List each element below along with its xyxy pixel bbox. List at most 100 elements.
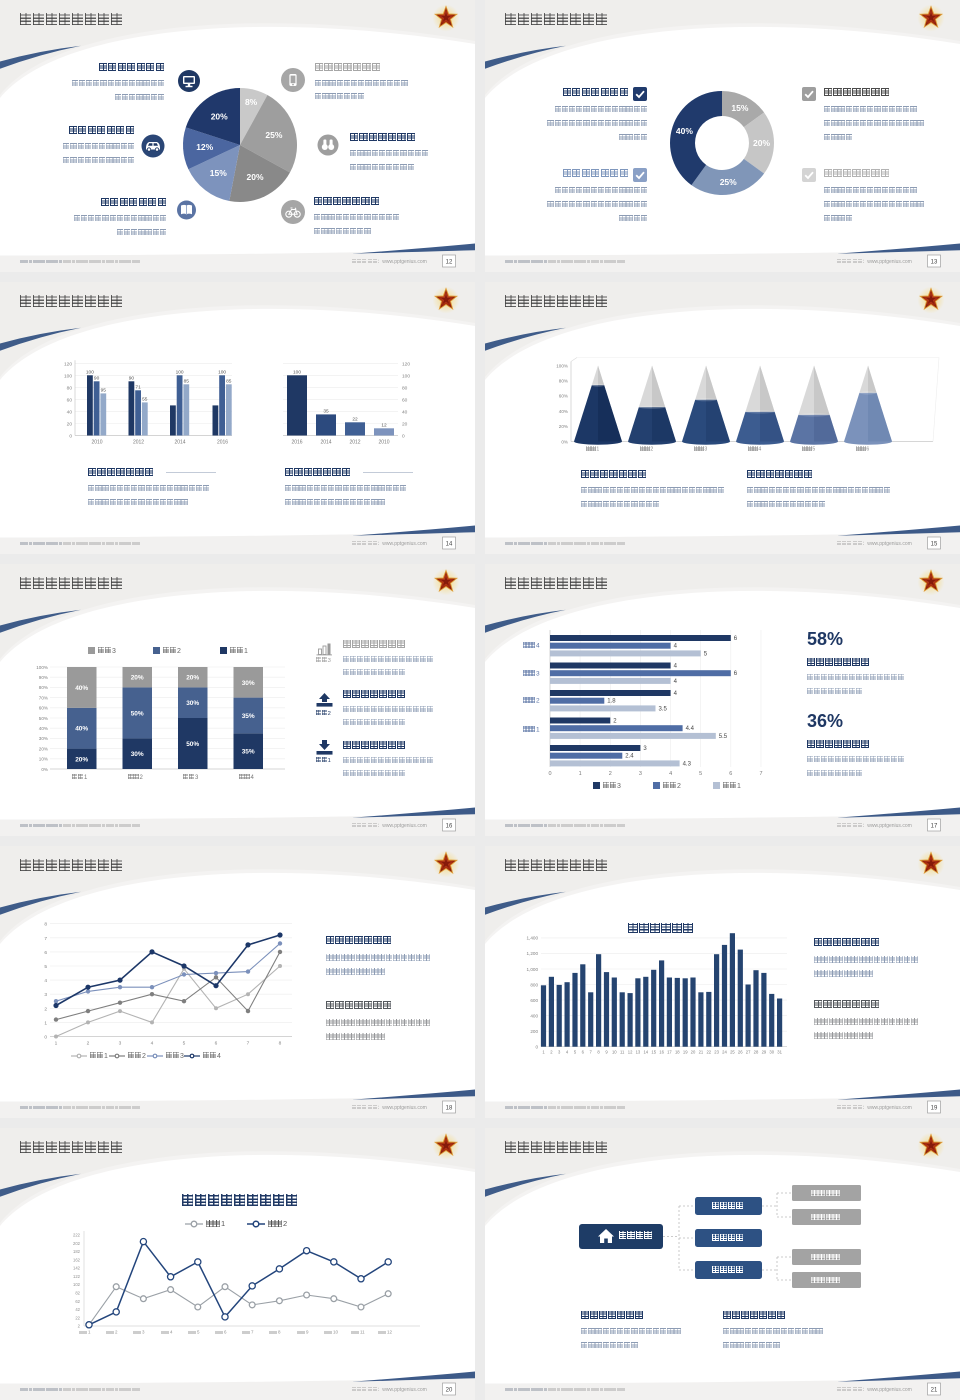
svg-text:20%: 20% [39, 746, 48, 751]
svg-text:1: 1 [44, 1020, 47, 1026]
svg-text:1: 1 [542, 1050, 545, 1055]
svg-text:100: 100 [64, 373, 72, 379]
svg-text:2012: 2012 [133, 440, 144, 446]
svg-text:30%: 30% [186, 700, 199, 707]
svg-text:100: 100 [86, 369, 94, 375]
svg-text:15%: 15% [731, 103, 748, 113]
svg-text:19: 19 [683, 1050, 688, 1055]
svg-text:90: 90 [94, 375, 100, 381]
svg-text:90%: 90% [39, 675, 48, 680]
svg-text:2: 2 [550, 1050, 553, 1055]
svg-text:4.4: 4.4 [686, 726, 695, 732]
svg-text:30%: 30% [131, 751, 144, 758]
svg-text:7: 7 [247, 1041, 250, 1047]
svg-text:100: 100 [176, 369, 184, 375]
svg-text:17: 17 [931, 824, 938, 830]
svg-text:100: 100 [402, 373, 410, 379]
svg-text:0: 0 [402, 434, 405, 440]
svg-text:71: 71 [135, 384, 141, 390]
svg-text:0: 0 [548, 771, 551, 777]
svg-text:4: 4 [674, 644, 678, 650]
svg-text:18: 18 [675, 1050, 680, 1055]
svg-text:40%: 40% [39, 726, 48, 731]
svg-text:16: 16 [446, 824, 453, 830]
svg-text:22: 22 [75, 1315, 80, 1320]
svg-text:102: 102 [73, 1282, 81, 1287]
svg-text:1,400: 1,400 [527, 936, 539, 941]
svg-text:50%: 50% [131, 710, 144, 717]
svg-text:222: 222 [73, 1233, 81, 1238]
svg-text:2012: 2012 [349, 440, 360, 446]
svg-text:22: 22 [706, 1050, 711, 1055]
svg-text:5.5: 5.5 [719, 734, 728, 740]
svg-text:5: 5 [699, 771, 702, 777]
svg-text:100%: 100% [556, 363, 568, 368]
svg-text:2: 2 [78, 1324, 81, 1329]
svg-text:12: 12 [628, 1050, 633, 1055]
svg-text:4: 4 [669, 771, 672, 777]
svg-text:82: 82 [75, 1291, 80, 1296]
svg-text:4.3: 4.3 [683, 761, 692, 767]
svg-text:7: 7 [590, 1050, 593, 1055]
svg-text:4: 4 [151, 1041, 154, 1047]
svg-text:40%: 40% [676, 126, 693, 136]
svg-text:40: 40 [402, 409, 408, 415]
svg-text:40%: 40% [75, 726, 88, 733]
svg-text:6: 6 [215, 1041, 218, 1047]
svg-text:80: 80 [402, 385, 408, 391]
svg-text:120: 120 [402, 361, 410, 367]
svg-text:18: 18 [446, 1106, 453, 1112]
svg-text:80: 80 [67, 385, 73, 391]
svg-text:20: 20 [402, 422, 408, 428]
svg-text:20%: 20% [559, 424, 568, 429]
svg-text:15%: 15% [210, 168, 227, 178]
svg-text:17: 17 [667, 1050, 672, 1055]
svg-text:1: 1 [55, 1041, 58, 1047]
svg-text:30%: 30% [242, 680, 255, 687]
svg-text:0: 0 [44, 1035, 47, 1041]
svg-text:15: 15 [651, 1050, 656, 1055]
svg-text:5: 5 [574, 1050, 577, 1055]
svg-text:22: 22 [352, 416, 358, 422]
svg-text:19: 19 [931, 1106, 938, 1112]
svg-text:12%: 12% [196, 142, 213, 152]
svg-text:31: 31 [777, 1050, 782, 1055]
svg-text:50%: 50% [186, 741, 199, 748]
svg-text:6: 6 [44, 950, 47, 956]
svg-text:40%: 40% [75, 685, 88, 692]
svg-text:600: 600 [530, 998, 538, 1003]
svg-text:27: 27 [746, 1050, 751, 1055]
svg-text:55: 55 [142, 396, 148, 402]
svg-text:4: 4 [566, 1050, 569, 1055]
svg-text:6: 6 [582, 1050, 585, 1055]
svg-text:2016: 2016 [217, 440, 228, 446]
svg-text:3.5: 3.5 [659, 706, 668, 712]
svg-text:100: 100 [293, 369, 301, 375]
svg-text:40: 40 [67, 409, 73, 415]
svg-text:23: 23 [714, 1050, 719, 1055]
svg-text:10: 10 [612, 1050, 617, 1055]
svg-text:13: 13 [931, 260, 938, 266]
svg-text:16: 16 [659, 1050, 664, 1055]
svg-text:62: 62 [75, 1299, 80, 1304]
svg-text:80%: 80% [39, 685, 48, 690]
svg-text:20: 20 [67, 422, 73, 428]
svg-text:1.8: 1.8 [607, 699, 616, 705]
svg-text:100: 100 [218, 369, 226, 375]
svg-text:122: 122 [73, 1274, 81, 1279]
svg-text:42: 42 [75, 1307, 80, 1312]
svg-text:14: 14 [446, 542, 453, 548]
svg-text:14: 14 [643, 1050, 648, 1055]
svg-text:5: 5 [704, 651, 708, 657]
svg-text:1,000: 1,000 [527, 967, 539, 972]
svg-text:8: 8 [279, 1041, 282, 1047]
svg-text:2014: 2014 [174, 440, 185, 446]
svg-text:4: 4 [674, 691, 678, 697]
svg-text:2010: 2010 [378, 440, 389, 446]
svg-text:8: 8 [44, 922, 47, 928]
svg-text:35%: 35% [242, 749, 255, 756]
svg-text:26: 26 [738, 1050, 743, 1055]
svg-text:2014: 2014 [320, 440, 331, 446]
svg-text:9: 9 [605, 1050, 608, 1055]
svg-text:142: 142 [73, 1266, 81, 1271]
